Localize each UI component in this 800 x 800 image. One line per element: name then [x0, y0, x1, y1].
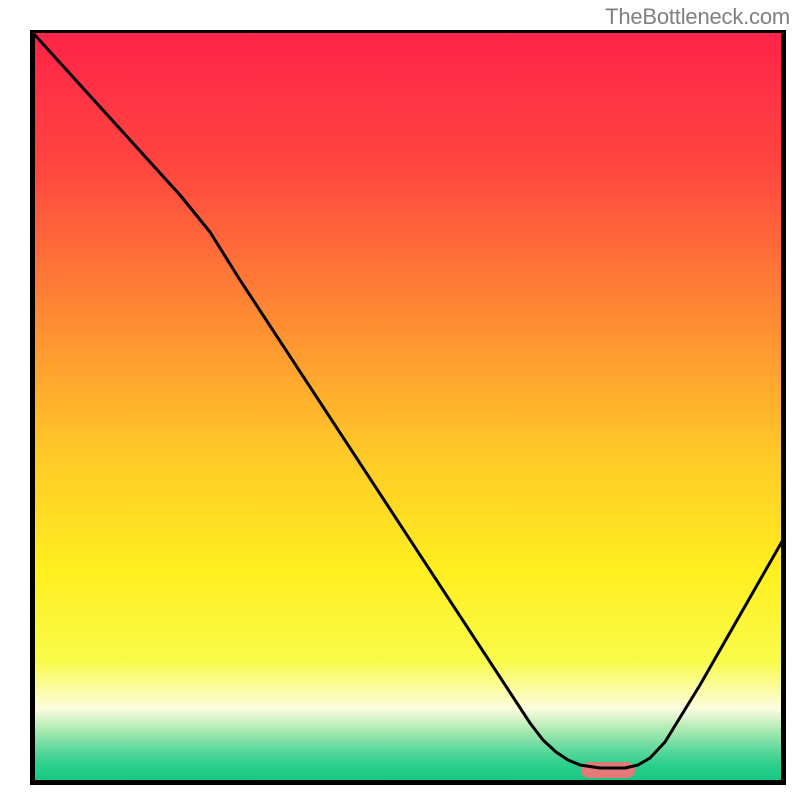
watermark-text: TheBottleneck.com	[605, 4, 790, 30]
chart-stage: TheBottleneck.com	[0, 0, 800, 800]
plot-border-bottom	[30, 780, 786, 785]
plot-area	[30, 30, 786, 785]
bottleneck-chart	[0, 0, 800, 800]
plot-border-left	[30, 30, 35, 785]
plot-border-top	[30, 30, 786, 33]
gradient-background	[35, 33, 781, 780]
optimum-marker	[581, 762, 635, 778]
plot-border-right	[781, 30, 786, 785]
